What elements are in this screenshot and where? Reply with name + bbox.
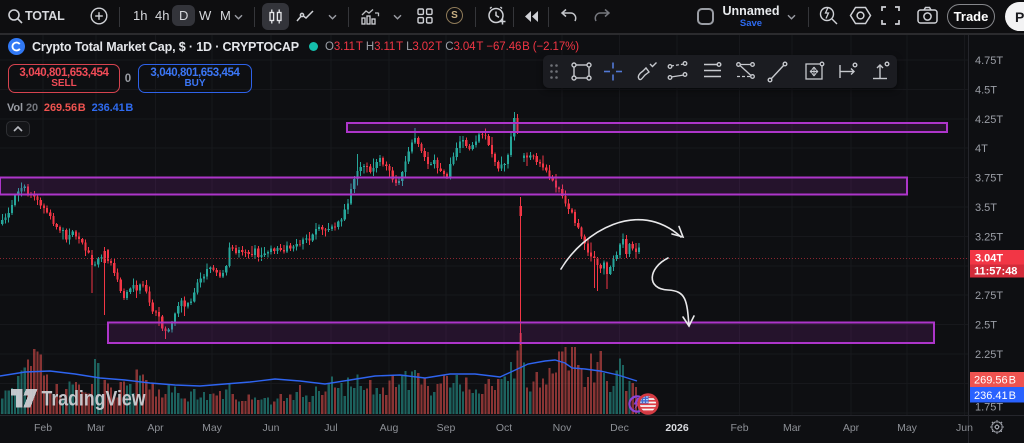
svg-text:4.75T: 4.75T [975, 55, 1003, 67]
svg-text:2.5T: 2.5T [975, 320, 997, 332]
svg-text:4.5T: 4.5T [975, 84, 997, 96]
svg-text:Nov: Nov [553, 422, 572, 434]
svg-text:3.5T: 3.5T [975, 202, 997, 214]
svg-text:11:57:48: 11:57:48 [974, 266, 1017, 278]
svg-text:2.75T: 2.75T [975, 290, 1003, 302]
svg-text:TradingView: TradingView [42, 388, 147, 411]
svg-text:Apr: Apr [147, 422, 164, 434]
svg-text:2.25T: 2.25T [975, 349, 1003, 361]
svg-text:3.75T: 3.75T [975, 173, 1003, 185]
svg-text:Feb: Feb [34, 422, 52, 434]
svg-text:2026: 2026 [665, 422, 689, 434]
svg-text:4.25T: 4.25T [975, 114, 1003, 126]
svg-text:Mar: Mar [783, 422, 802, 434]
svg-text:236.41 B: 236.41 B [974, 390, 1016, 402]
svg-text:Dec: Dec [610, 422, 629, 434]
svg-text:Jul: Jul [324, 422, 337, 434]
svg-text:Aug: Aug [380, 422, 399, 434]
svg-text:Sep: Sep [437, 422, 456, 434]
svg-text:Apr: Apr [843, 422, 860, 434]
svg-text:3.04T: 3.04T [975, 253, 1003, 265]
svg-text:Jun: Jun [956, 422, 973, 434]
svg-text:Oct: Oct [496, 422, 512, 434]
svg-text:3.25T: 3.25T [975, 231, 1003, 243]
svg-text:4T: 4T [975, 143, 988, 155]
svg-text:269.56 B: 269.56 B [974, 375, 1016, 387]
svg-text:Feb: Feb [730, 422, 748, 434]
svg-text:Mar: Mar [87, 422, 106, 434]
svg-text:May: May [202, 422, 223, 434]
svg-text:1.75T: 1.75T [975, 402, 1003, 414]
svg-text:Jun: Jun [263, 422, 280, 434]
svg-text:May: May [897, 422, 918, 434]
